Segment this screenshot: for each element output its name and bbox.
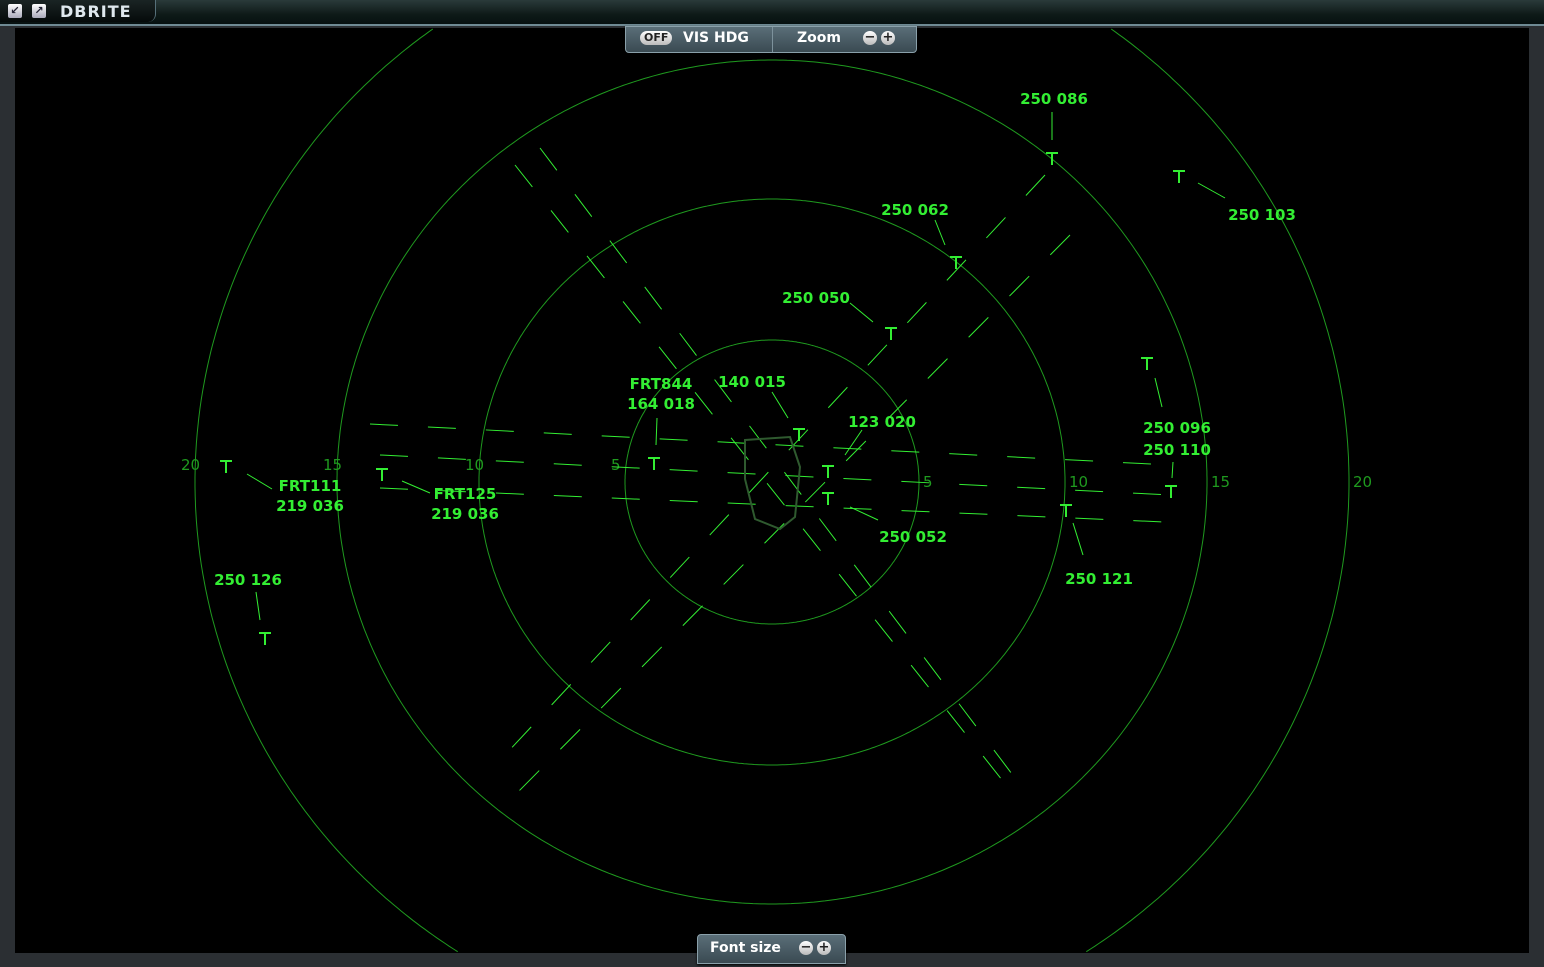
aircraft-target-icon [1060,504,1072,517]
aircraft-target-icon [220,460,232,473]
aircraft-target-icon [822,492,834,505]
aircraft-target-icon [259,632,271,645]
runway-centerline [514,234,1071,796]
data-block-line[interactable]: 250 096 [1143,419,1211,437]
top-toolbar: OFF VIS HDG Zoom − + [625,26,917,53]
aircraft-target-icon [793,428,805,441]
leader-line [401,480,431,494]
leader-line [771,391,789,419]
aircraft-target-icon [1165,485,1177,498]
title-bar: ↙ ↗ DBRITE [0,0,1544,26]
aircraft-target-icon [950,256,962,269]
leader-line [1154,377,1163,408]
runway-centerline [379,454,1171,496]
range-ring [194,28,1350,953]
leader-line [934,219,946,246]
popout-icon[interactable]: ↙ [8,4,22,18]
range-ring-label: 15 [323,456,342,474]
range-ring-label: 10 [1069,473,1088,491]
data-block-line[interactable]: FRT111 [279,477,342,495]
aircraft-target-icon [1173,170,1185,183]
aircraft-target-icon [1141,357,1153,370]
zoom-in-button[interactable]: + [881,30,895,45]
data-block-line[interactable]: 250 086 [1020,90,1088,108]
aircraft-target-icon [822,465,834,478]
leader-line [655,417,658,446]
vis-hdg-toggle[interactable]: OFF [640,31,673,45]
data-block-line[interactable]: 140 015 [718,373,786,391]
data-block-line[interactable]: 250 103 [1228,206,1296,224]
title-tab: ↙ ↗ DBRITE [0,0,156,22]
vis-hdg-label: VIS HDG [683,30,749,46]
data-block-line[interactable]: 123 020 [848,413,916,431]
leader-line [849,302,874,323]
data-block-line[interactable]: 219 036 [276,497,344,515]
leader-line [246,473,273,490]
runway-centerline [514,164,1011,791]
range-ring-label: 20 [181,456,200,474]
data-block-line[interactable]: 250 126 [214,571,282,589]
font-size-panel: Font size − + [697,934,846,964]
data-block-line[interactable]: FRT125 [434,485,497,503]
leader-line [849,506,879,521]
range-ring [478,198,1066,766]
leader-line [255,591,261,621]
leader-line [1197,182,1226,199]
range-ring-label: 5 [923,473,933,491]
range-ring [336,59,1208,905]
data-block-line[interactable]: 250 121 [1065,570,1133,588]
edit-icon[interactable]: ↗ [32,4,46,18]
leader-line [1171,461,1174,479]
range-ring [624,339,920,625]
leader-line [1072,522,1084,556]
data-block-line[interactable]: 250 050 [782,289,850,307]
range-ring-label: 10 [465,456,484,474]
range-ring-label: 5 [611,456,621,474]
data-block-line[interactable]: 250 052 [879,528,947,546]
font-size-label: Font size [710,940,781,956]
airport-map [744,435,802,531]
zoom-label: Zoom [797,30,841,46]
range-ring-label: 20 [1353,473,1372,491]
radar-display: 5 5 10 10 15 15 20 20 250 086 250 103 250 062 250 0… [181,28,1372,953]
aircraft-target-icon [1046,152,1058,165]
data-block-line[interactable]: 250 110 [1143,441,1211,459]
data-block-line[interactable]: 250 062 [881,201,949,219]
range-ring-label: 15 [1211,473,1230,491]
data-block-line[interactable]: 164 018 [627,395,695,413]
data-block-line[interactable]: 219 036 [431,505,499,523]
runway-centerline [379,487,1166,523]
font-size-increase-button[interactable]: + [817,940,831,955]
runway-centerline [369,423,1171,466]
aircraft-target-icon [376,468,388,481]
leader-line [844,429,863,456]
zoom-out-button[interactable]: − [863,30,877,45]
window-title: DBRITE [60,2,132,21]
aircraft-target-icon [885,327,897,340]
aircraft-target-icon [648,457,660,470]
runway-centerline [504,174,1046,756]
data-block-line[interactable]: FRT844 [630,375,693,393]
radar-scope[interactable]: 5 5 10 10 15 15 20 20 250 086 250 103 250 062 250 0… [15,28,1529,953]
runway-centerline [539,147,1016,779]
toolbar-divider [772,27,773,52]
font-size-decrease-button[interactable]: − [799,940,813,955]
